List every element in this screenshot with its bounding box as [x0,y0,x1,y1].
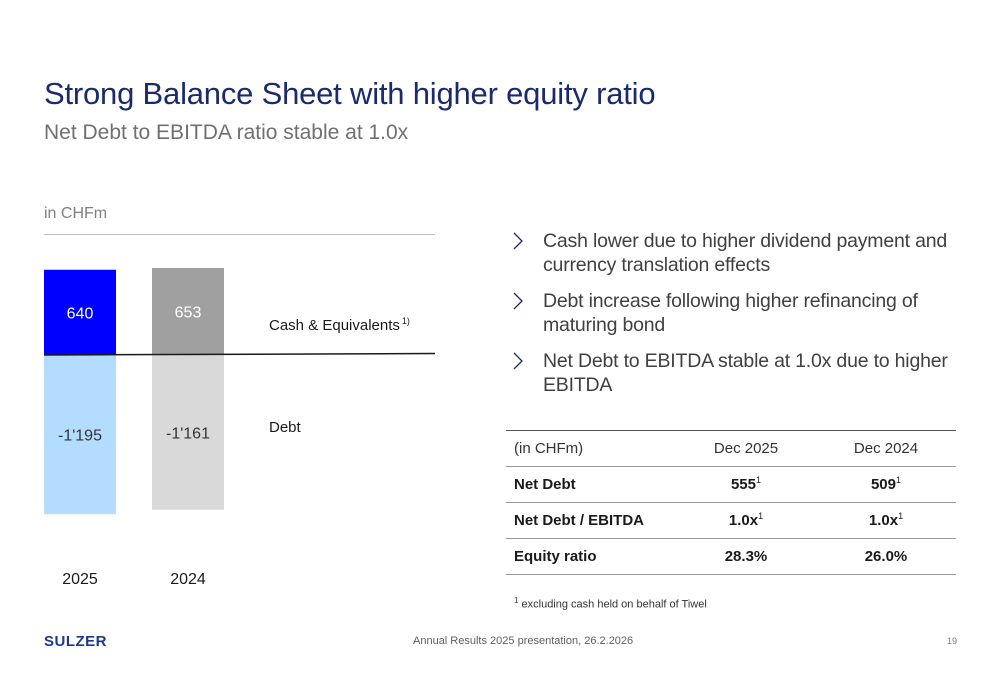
table-cell: 1.0x1 [676,502,816,539]
row-label: Equity ratio [506,538,676,575]
table-header-cell: Dec 2025 [676,430,816,467]
table-header-cell: (in CHFm) [506,430,676,467]
series-label-footnote: 1) [402,316,410,326]
kpi-table: (in CHFm) Dec 2025 Dec 2024 Net Debt 555… [506,430,956,575]
bullet-list: Cash lower due to higher dividend paymen… [512,229,952,409]
slide-subtitle: Net Debt to EBITDA ratio stable at 1.0x [44,121,409,144]
unit-label: in CHFm [44,205,108,222]
bullet-item: Net Debt to EBITDA stable at 1.0x due to… [512,349,952,397]
row-label: Net Debt / EBITDA [506,502,676,539]
cash-value-label: 640 [67,305,94,322]
series-label: Debt [269,419,302,436]
unit-divider [44,234,435,235]
cash-bar [44,269,116,355]
sulzer-logo: SULZER [44,633,107,650]
debt-value-label: -1'161 [166,425,210,442]
bullet-item: Cash lower due to higher dividend paymen… [512,229,952,277]
chevron-right-icon [512,229,543,255]
table-cell: 28.3% [676,538,816,575]
balance-bar-chart: 640 -1'195 2025 653 -1'161 2024 Cash & Equival… [43,268,436,588]
slide-title: Strong Balance Sheet with higher equity … [44,76,656,111]
debt-value-label: -1'195 [58,428,102,445]
table-header-cell: Dec 2024 [816,430,956,467]
footnote: 1 excluding cash held on behalf of Tiwel [514,596,707,611]
table-row: Net Debt / EBITDA 1.0x1 1.0x1 [506,502,956,539]
chevron-right-icon [512,289,543,315]
footer-text: Annual Results 2025 presentation, 26.2.2… [413,635,634,647]
row-label: Net Debt [506,466,676,503]
chevron-right-icon [512,349,543,375]
x-tick-label: 2025 [62,571,98,588]
bullet-text: Cash lower due to higher dividend paymen… [543,230,948,276]
bullet-item: Debt increase following higher refinanci… [512,289,952,337]
bullet-text: Debt increase following higher refinanci… [543,290,918,336]
table-cell: 5091 [816,466,956,503]
table-row: Net Debt 5551 5091 [506,466,956,503]
table-cell: 5551 [676,466,816,503]
table-cell: 26.0% [816,538,956,575]
zero-baseline [43,352,436,356]
bullet-text: Net Debt to EBITDA stable at 1.0x due to… [543,350,948,396]
page-number: 19 [947,636,958,646]
cash-value-label: 653 [175,305,202,322]
debt-bar [152,355,224,510]
table-row: Equity ratio 28.3% 26.0% [506,538,956,575]
table-cell: 1.0x1 [816,502,956,539]
x-tick-label: 2024 [170,571,206,588]
table-header-row: (in CHFm) Dec 2025 Dec 2024 [506,430,956,467]
cash-bar [152,268,224,355]
series-label: Cash & Equivalents [269,317,400,334]
debt-bar [44,355,116,515]
